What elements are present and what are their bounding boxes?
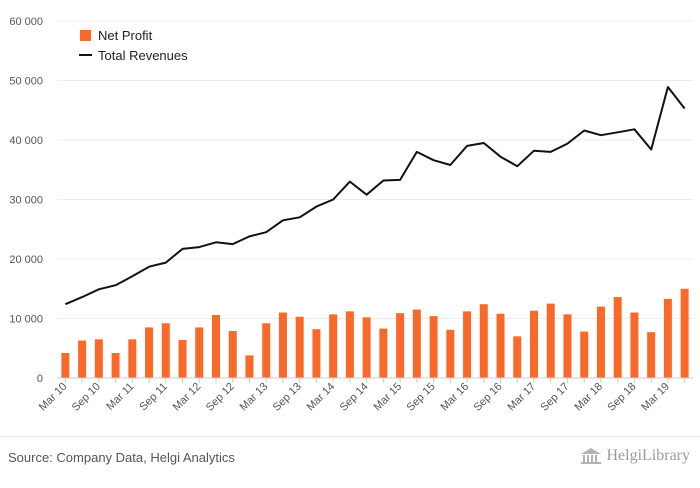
bar-net-profit xyxy=(195,327,204,378)
x-tick-label: Sep 14 xyxy=(338,381,371,414)
bar-net-profit xyxy=(513,336,522,378)
bar-net-profit xyxy=(530,310,538,378)
y-tick-label: 50 000 xyxy=(9,76,43,88)
bar-net-profit xyxy=(613,297,622,378)
bar-net-profit xyxy=(580,331,589,378)
source-note: Source: Company Data, Helgi Analytics xyxy=(8,450,235,465)
bar-net-profit xyxy=(262,323,271,378)
legend-label-net-profit: Net Profit xyxy=(98,28,153,43)
library-building-icon xyxy=(581,448,602,464)
bar-net-profit xyxy=(379,328,388,378)
bar-net-profit xyxy=(145,327,154,378)
y-tick-label: 40 000 xyxy=(9,135,43,147)
y-tick-label: 60 000 xyxy=(9,16,43,28)
x-tick-label: Mar 19 xyxy=(639,381,672,414)
bar-net-profit xyxy=(228,330,237,378)
y-tick-label: 0 xyxy=(37,373,43,385)
bar-net-profit xyxy=(61,353,70,378)
x-tick-label: Mar 17 xyxy=(505,381,538,414)
bar-net-profit xyxy=(161,323,170,378)
x-tick-label: Sep 18 xyxy=(605,381,638,414)
bar-net-profit xyxy=(496,313,505,378)
grid-layer xyxy=(57,20,693,379)
y-axis-ticks: 0 10 000 20 000 30 000 40 000 50 000 60 000 xyxy=(9,16,43,385)
x-tick-label: Sep 11 xyxy=(137,381,170,414)
x-tick-label: Mar 12 xyxy=(171,381,204,414)
x-tick-label: Mar 11 xyxy=(104,381,136,413)
bar-net-profit xyxy=(630,312,639,378)
x-tick-label: Sep 15 xyxy=(405,381,438,414)
bar-net-profit xyxy=(429,316,438,378)
line-total-revenues xyxy=(65,86,686,306)
bar-net-profit xyxy=(596,306,605,378)
bar-net-profit xyxy=(446,329,455,378)
y-tick-label: 20 000 xyxy=(9,254,43,266)
bar-net-profit xyxy=(396,313,405,378)
x-tick-label: Mar 15 xyxy=(372,381,405,414)
footer-divider xyxy=(0,436,700,437)
bar-net-profit xyxy=(463,311,472,378)
bar-net-profit xyxy=(479,304,488,378)
bar-net-profit xyxy=(245,355,254,378)
bar-net-profit xyxy=(78,340,87,378)
x-tick-label: Sep 17 xyxy=(538,381,571,414)
y-tick-label: 10 000 xyxy=(9,314,43,326)
bar-net-profit xyxy=(111,353,120,378)
bar-net-profit xyxy=(546,303,555,378)
bar-net-profit xyxy=(212,314,220,378)
bar-net-profit xyxy=(312,329,321,378)
y-tick-label: 30 000 xyxy=(9,195,43,207)
legend: Net Profit Total Revenues xyxy=(79,28,188,63)
bar-net-profit xyxy=(345,311,354,378)
x-tick-label: Mar 13 xyxy=(238,381,271,414)
bar-net-profit xyxy=(412,309,421,378)
x-tick-label: Sep 12 xyxy=(204,381,237,414)
x-tick-label: Mar 18 xyxy=(572,381,605,414)
legend-label-total-revenues: Total Revenues xyxy=(98,48,188,63)
bar-net-profit xyxy=(680,288,689,378)
legend-swatch-net-profit xyxy=(80,30,91,41)
x-tick-label: Sep 13 xyxy=(271,381,304,414)
bar-net-profit xyxy=(563,314,572,378)
x-tick-label: Mar 16 xyxy=(438,381,471,414)
x-tick-label: Mar 14 xyxy=(305,381,338,414)
bar-series xyxy=(61,288,689,378)
x-tick-label: Sep 10 xyxy=(70,381,103,414)
logo-text: HelgiLibrary xyxy=(606,447,690,464)
bar-net-profit xyxy=(94,339,103,378)
bar-net-profit xyxy=(178,339,187,378)
line-series xyxy=(65,86,686,306)
x-axis-ticks: Mar 10 Sep 10 Mar 11 Sep 11 Mar 12 Sep 12 Mar … xyxy=(37,377,693,414)
bar-net-profit xyxy=(128,339,137,378)
bar-net-profit xyxy=(329,314,338,378)
bar-net-profit xyxy=(295,316,304,378)
bar-net-profit xyxy=(362,317,371,378)
bar-net-profit xyxy=(647,332,656,378)
bar-net-profit xyxy=(278,312,287,378)
x-tick-label: Sep 16 xyxy=(472,381,505,414)
x-tick-label: Mar 10 xyxy=(37,381,70,414)
bar-net-profit xyxy=(663,298,672,378)
helgi-library-logo: HelgiLibrary xyxy=(580,447,690,465)
